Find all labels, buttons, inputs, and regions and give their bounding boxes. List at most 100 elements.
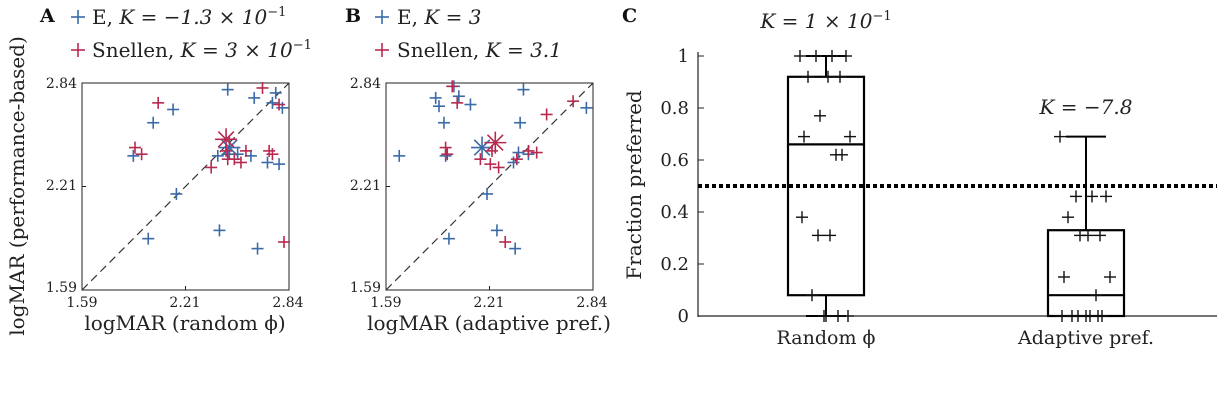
data-point-e bbox=[266, 96, 279, 109]
iqr-box bbox=[1046, 229, 1126, 318]
data-point bbox=[824, 229, 836, 242]
plot-area-c bbox=[698, 50, 1217, 322]
data-point bbox=[1062, 211, 1074, 224]
ytick-a-low: 1.59 bbox=[46, 280, 77, 296]
data-point bbox=[844, 130, 856, 143]
legend-b-marker-snellen bbox=[375, 43, 389, 57]
xlabel-b: logMAR (adaptive pref.) bbox=[367, 311, 611, 335]
data-point bbox=[842, 310, 854, 322]
ytick-label: 0 bbox=[678, 306, 689, 327]
data-point-snellen bbox=[239, 144, 252, 157]
ytick-b-high: 2.84 bbox=[350, 76, 381, 92]
data-point bbox=[1058, 271, 1070, 283]
data-point-e bbox=[244, 149, 257, 162]
ytick-b-mid: 2.21 bbox=[350, 178, 381, 194]
data-point bbox=[1104, 271, 1116, 283]
plot-area-b bbox=[385, 80, 594, 291]
data-point-snellen bbox=[266, 148, 279, 161]
legend-marker-snellen bbox=[375, 43, 389, 57]
data-point-snellen bbox=[484, 158, 497, 171]
data-point bbox=[840, 50, 852, 62]
ytick-label: 0.4 bbox=[660, 202, 689, 223]
data-point bbox=[822, 70, 834, 83]
mean-marker-snellen bbox=[215, 128, 238, 151]
xtick-b-mid: 2.21 bbox=[473, 295, 504, 311]
identity-line bbox=[81, 82, 290, 291]
data-point-e bbox=[464, 98, 477, 111]
data-point-e bbox=[248, 91, 261, 104]
data-point-snellen bbox=[499, 235, 512, 248]
identity-line bbox=[385, 82, 594, 291]
ytick-label: 1 bbox=[678, 46, 689, 67]
data-point bbox=[806, 289, 818, 302]
data-point bbox=[1090, 289, 1102, 302]
data-point bbox=[814, 109, 826, 122]
data-point bbox=[1054, 130, 1066, 143]
data-point bbox=[836, 148, 848, 161]
data-point-snellen bbox=[510, 153, 523, 166]
data-point-e bbox=[452, 90, 465, 103]
data-point bbox=[1094, 229, 1106, 242]
legend-a-e: E, K = −1.3 × 10−1 bbox=[92, 5, 286, 29]
data-point-snellen bbox=[522, 144, 535, 157]
data-point-e bbox=[170, 187, 183, 200]
data-point bbox=[1086, 190, 1098, 203]
legend-a: E, K = −1.3 × 10−1 Snellen, K = 3 × 10−1 bbox=[71, 5, 312, 62]
panel-letter-c: C bbox=[622, 5, 637, 27]
box-annotation-adaptive: K = −7.8 bbox=[1039, 95, 1133, 119]
ylabel-c: Fraction preferred bbox=[622, 90, 646, 280]
data-point-e bbox=[490, 224, 503, 237]
data-point-e bbox=[142, 232, 155, 245]
ytick-a-mid: 2.21 bbox=[46, 178, 77, 194]
data-point-e bbox=[213, 224, 226, 237]
ytick-label: 0.8 bbox=[660, 98, 689, 119]
box-annotation-random: K = 1 × 10−1 bbox=[759, 9, 891, 33]
ytick-a-high: 2.84 bbox=[46, 76, 77, 92]
data-point-snellen bbox=[234, 156, 247, 169]
data-point bbox=[1074, 229, 1086, 242]
ylabel-a: logMAR (performance-based) bbox=[5, 36, 29, 336]
data-point-e bbox=[273, 158, 286, 171]
data-point-snellen bbox=[446, 80, 459, 93]
ytick-label: 0.2 bbox=[660, 254, 689, 275]
data-point-snellen bbox=[205, 161, 218, 174]
data-point bbox=[798, 130, 810, 143]
data-point-snellen bbox=[451, 96, 464, 109]
data-point-snellen bbox=[439, 141, 452, 154]
legend-marker-e bbox=[71, 10, 85, 24]
data-point-e bbox=[167, 103, 180, 116]
data-point-e bbox=[514, 116, 527, 129]
data-point-e bbox=[393, 149, 406, 162]
data-point bbox=[834, 70, 846, 83]
data-point-snellen bbox=[441, 148, 454, 161]
panel-b: B E, K = 3 Snellen, K = 3.1 2.84 2.21 1.… bbox=[345, 5, 611, 335]
data-point-e bbox=[221, 83, 234, 96]
xtick-b-high: 2.84 bbox=[576, 295, 607, 311]
panel-a: A E, K = −1.3 × 10−1 Snellen, K = 3 × 10… bbox=[5, 5, 312, 336]
box-random bbox=[786, 50, 866, 322]
data-point-e bbox=[261, 156, 274, 169]
data-point bbox=[826, 50, 838, 62]
ytick-label: 0.6 bbox=[660, 150, 689, 171]
data-point-snellen bbox=[492, 161, 505, 174]
ytick-b-low: 1.59 bbox=[350, 280, 381, 296]
data-point-snellen bbox=[152, 96, 165, 109]
data-point-e bbox=[147, 116, 160, 129]
data-point-snellen bbox=[256, 81, 269, 94]
data-point-e bbox=[437, 116, 450, 129]
data-point bbox=[810, 50, 822, 62]
data-point bbox=[1092, 310, 1104, 322]
data-point-e bbox=[432, 100, 445, 113]
legend-a-snellen: Snellen, K = 3 × 10−1 bbox=[92, 38, 312, 62]
legend-b-e: E, K = 3 bbox=[397, 5, 481, 29]
legend-b: E, K = 3 Snellen, K = 3.1 bbox=[375, 5, 562, 62]
data-point bbox=[796, 211, 808, 224]
data-point-e bbox=[580, 101, 593, 114]
data-point-e bbox=[251, 242, 264, 255]
data-point-e bbox=[429, 91, 442, 104]
data-point-snellen bbox=[567, 95, 580, 108]
xlabel-a: logMAR (random ϕ) bbox=[84, 311, 285, 335]
category-label-random: Random ϕ bbox=[777, 327, 876, 349]
plot-area-a bbox=[81, 81, 291, 291]
legend-a-marker-snellen bbox=[71, 43, 85, 57]
